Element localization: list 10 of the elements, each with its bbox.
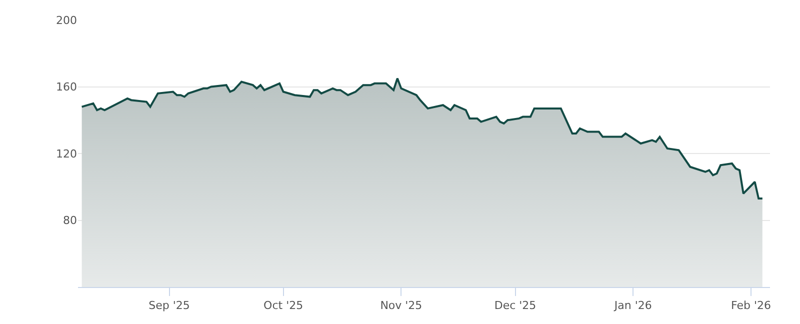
x-tick-label: Feb '26 [730, 299, 771, 312]
x-tick-label: Dec '25 [494, 299, 536, 312]
x-tick-label: Nov '25 [380, 299, 422, 312]
y-tick-label: 200 [56, 14, 77, 27]
x-tick-label: Oct '25 [264, 299, 304, 312]
x-tick-label: Sep '25 [148, 299, 190, 312]
x-tick-label: Jan '26 [613, 299, 652, 312]
y-tick-label: 80 [63, 214, 77, 228]
y-tick-label: 120 [56, 147, 77, 160]
y-tick-label: 160 [56, 80, 77, 94]
